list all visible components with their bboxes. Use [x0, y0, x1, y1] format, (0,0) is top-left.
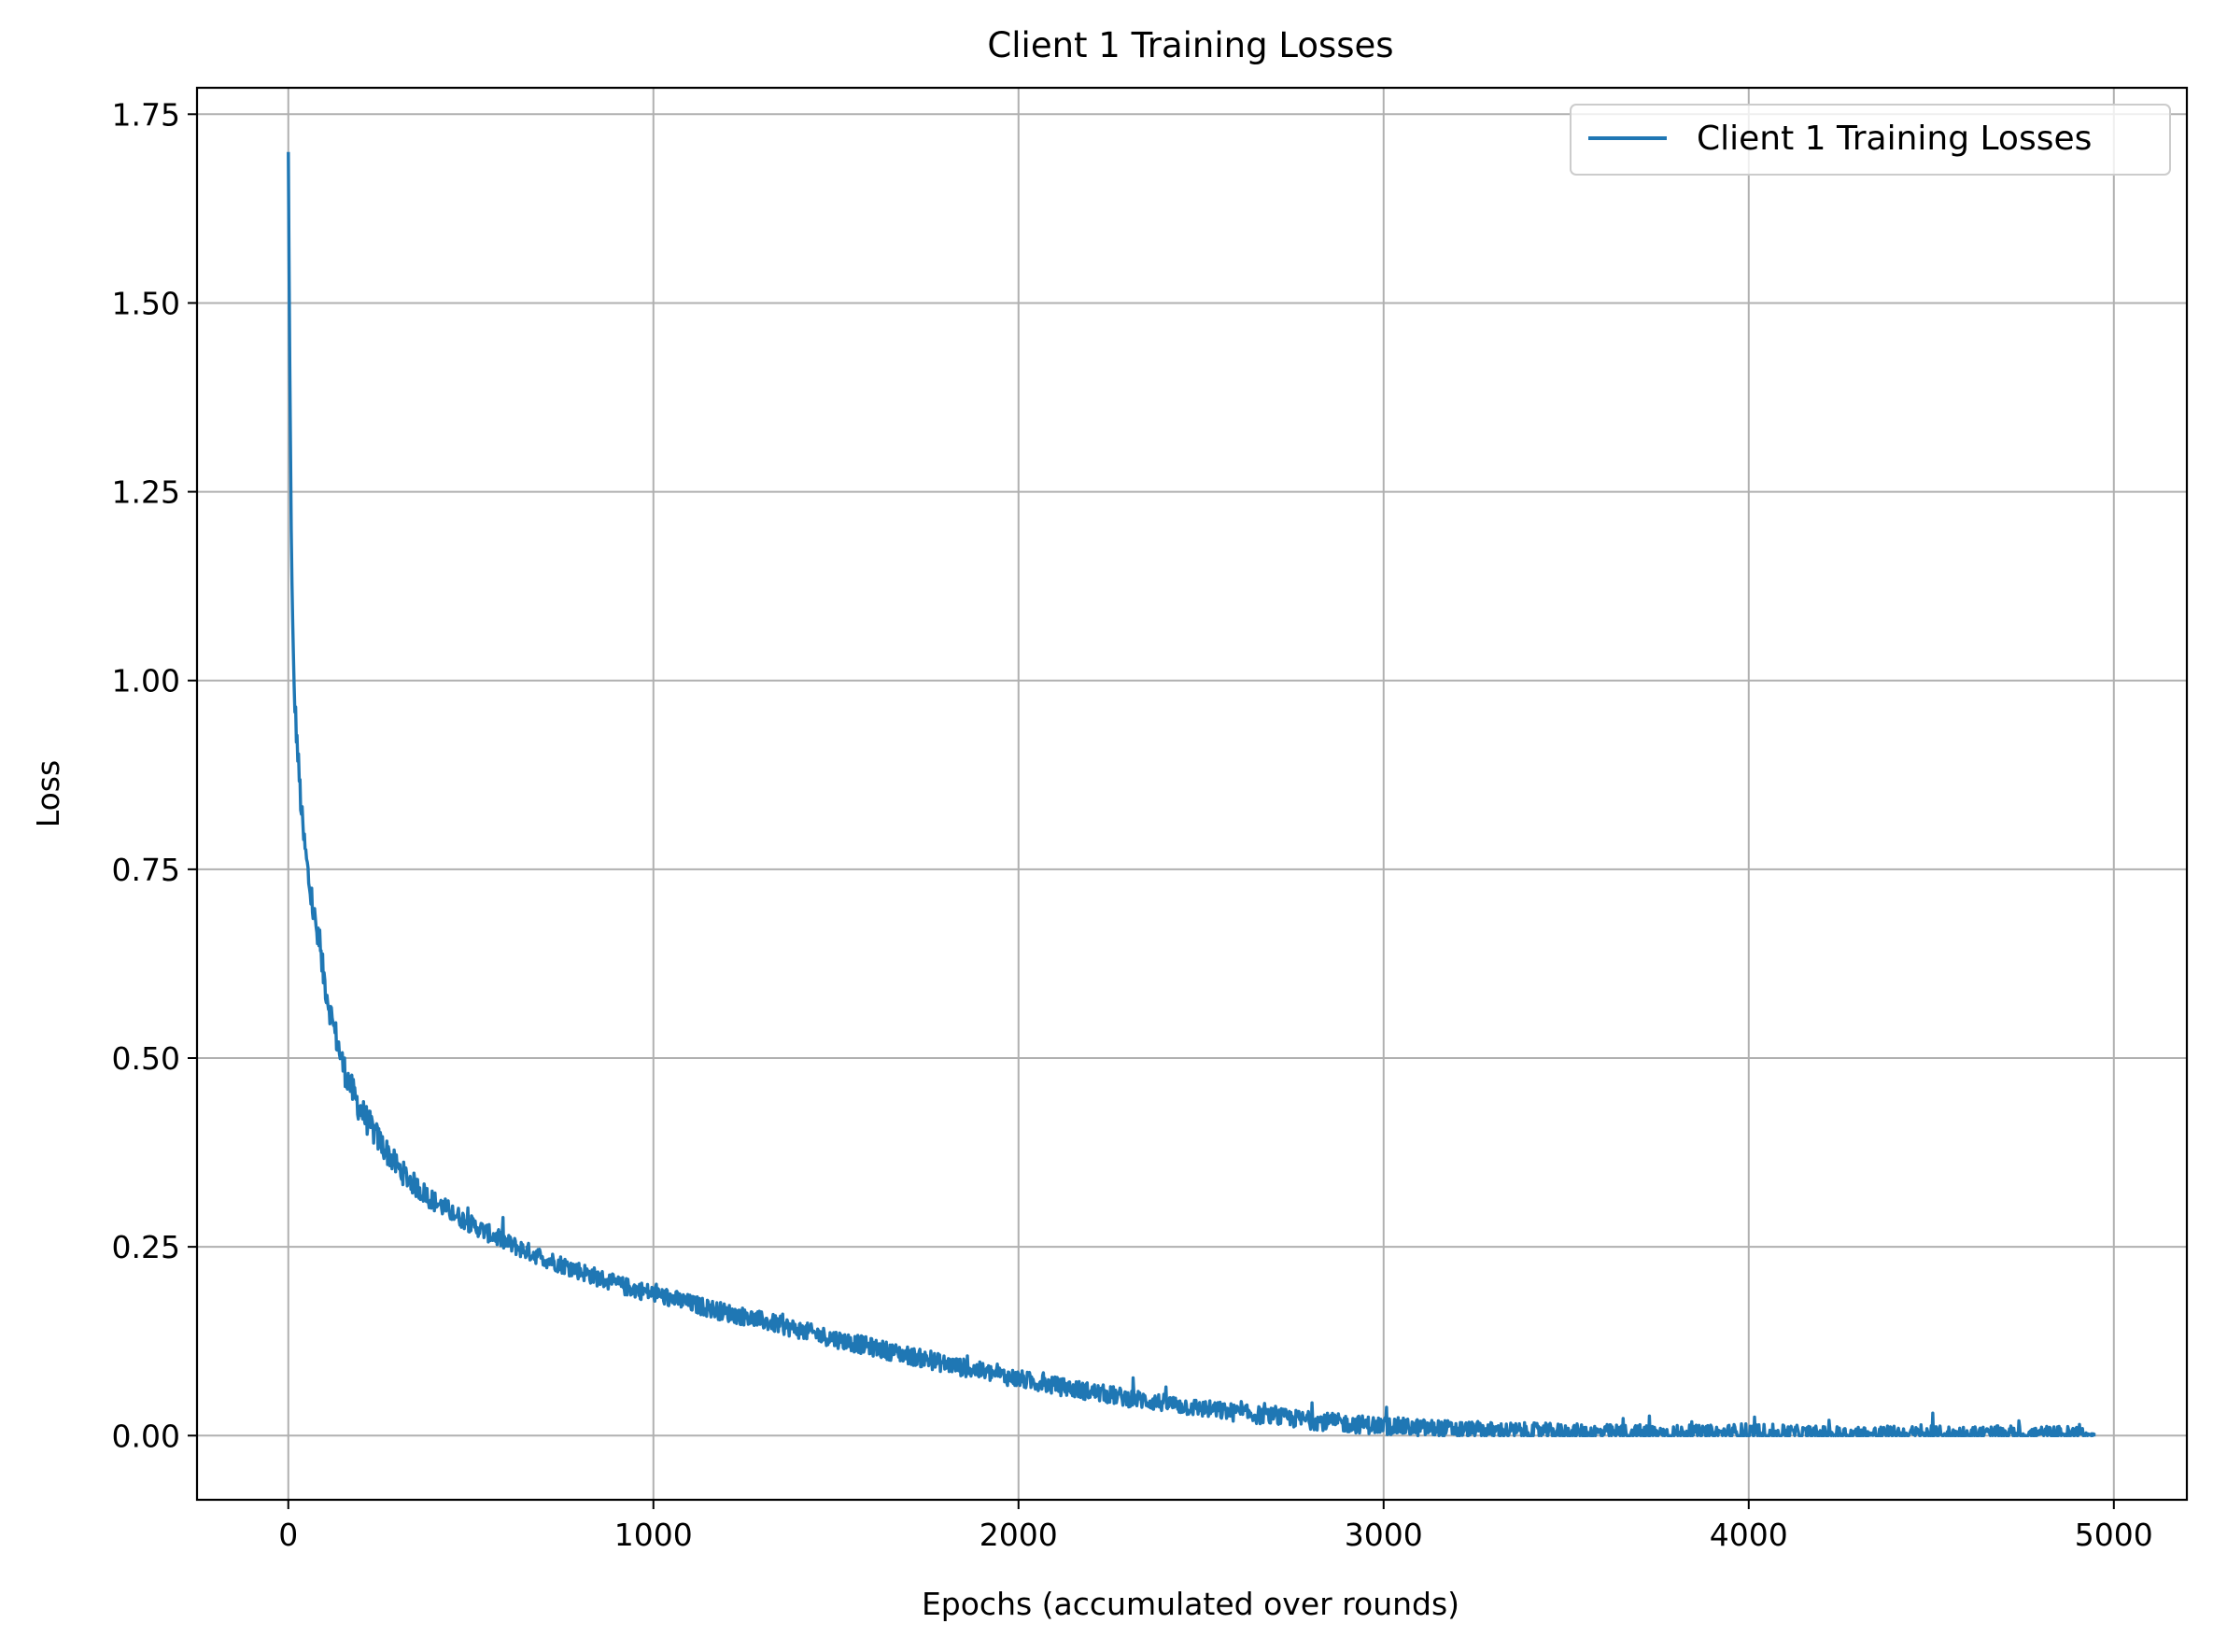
x-axis: 0 1000 2000 3000 4000 5000 [278, 1500, 2153, 1553]
y-tick-label: 1.00 [112, 663, 180, 699]
x-tick-label: 4000 [1710, 1517, 1788, 1553]
chart-title: Client 1 Training Losses [987, 25, 1393, 65]
plot-background [197, 88, 2187, 1500]
x-tick-label: 3000 [1345, 1517, 1423, 1553]
legend-label: Client 1 Training Losses [1697, 120, 2092, 158]
y-tick-label: 0.00 [112, 1418, 180, 1454]
y-tick-label: 0.75 [112, 852, 180, 888]
y-tick-label: 1.75 [112, 96, 180, 133]
y-axis: 0.00 0.25 0.50 0.75 1.00 1.25 1.50 1.75 [112, 96, 197, 1454]
x-tick-label: 5000 [2075, 1517, 2153, 1553]
legend: Client 1 Training Losses [1570, 104, 2171, 176]
x-axis-label: Epochs (accumulated over rounds) [922, 1586, 1459, 1622]
y-tick-label: 0.50 [112, 1040, 180, 1077]
y-tick-label: 0.25 [112, 1229, 180, 1265]
series-line [287, 151, 2097, 1437]
x-tick-label: 1000 [614, 1517, 693, 1553]
legend-box [1570, 104, 2171, 176]
y-tick-label: 1.50 [112, 285, 180, 321]
y-axis-label: Loss [30, 760, 66, 827]
plot-area [195, 86, 2189, 1502]
y-tick-label: 1.25 [112, 474, 180, 511]
x-tick-label: 0 [278, 1517, 298, 1553]
line-layer [287, 151, 2097, 1437]
x-tick-label: 2000 [980, 1517, 1058, 1553]
axes-frame [195, 86, 2189, 1502]
